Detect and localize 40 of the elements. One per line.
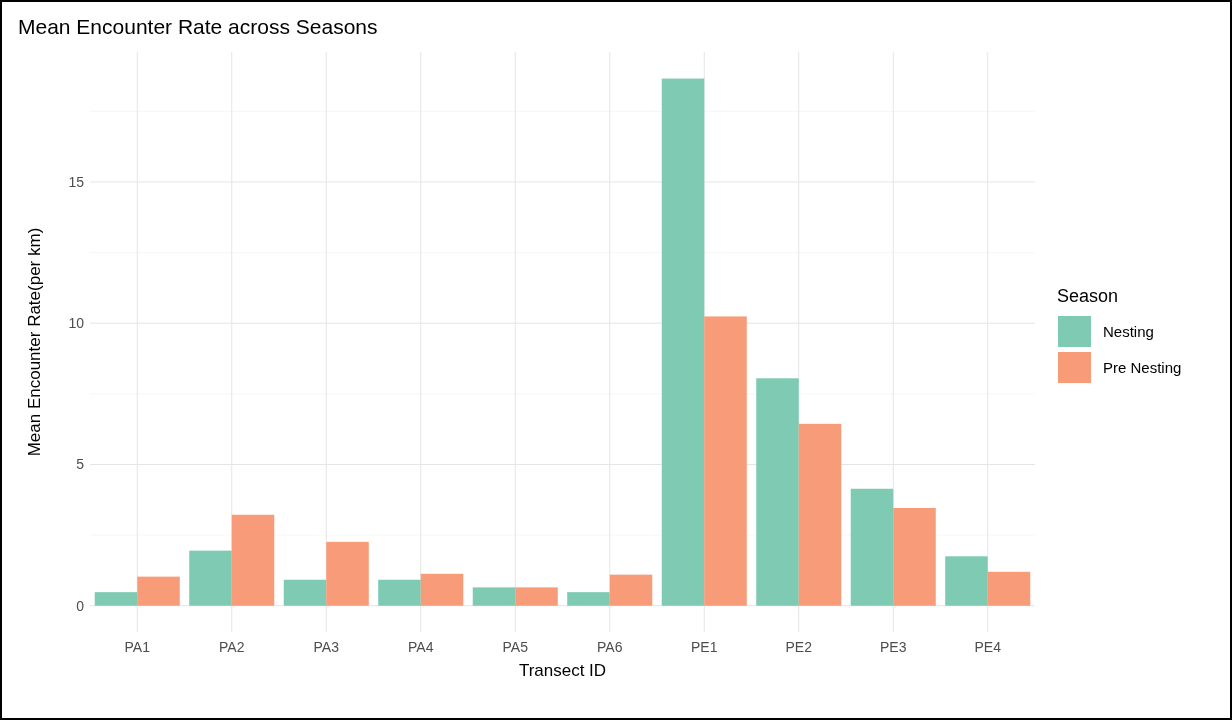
bar [567,592,610,606]
bar [756,378,799,606]
x-tick-label: PE4 [974,639,1002,655]
x-tick-label: PA2 [219,639,245,655]
bar [137,576,180,606]
chart-title: Mean Encounter Rate across Seasons [18,15,378,38]
bar [987,571,1031,606]
y-axis-title: Mean Encounter Rate(per km) [25,227,44,457]
legend-title: Season [1057,286,1119,306]
y-tick-label: 5 [76,456,85,473]
x-tick-label: PA6 [597,639,623,655]
x-tick-label: PA3 [313,639,340,655]
bar [420,573,464,606]
bar [231,514,275,606]
legend-label: Pre Nesting [1103,359,1182,377]
legend-label: Nesting [1103,323,1154,341]
bar [945,556,988,606]
bar [378,579,421,606]
bar [326,541,369,606]
x-tick-label: PE1 [691,639,718,655]
bar [189,550,232,606]
y-tick-label: 0 [76,597,85,614]
bar [515,587,558,606]
bar [661,78,705,606]
x-axis-title: Transect ID [518,661,607,680]
bar [472,587,516,606]
y-tick-label: 15 [68,173,85,190]
x-tick-label: PE2 [785,639,813,655]
bar [94,592,138,606]
x-tick-label: PA1 [124,639,151,655]
bar [893,507,936,606]
bar [609,574,653,606]
y-tick-label: 10 [68,315,85,332]
bar [798,423,842,606]
x-tick-label: PE3 [880,639,907,655]
x-tick-label: PA5 [502,639,529,655]
bar [850,488,894,606]
bar [704,316,747,606]
bar [283,579,327,606]
x-tick-label: PA4 [408,639,434,655]
